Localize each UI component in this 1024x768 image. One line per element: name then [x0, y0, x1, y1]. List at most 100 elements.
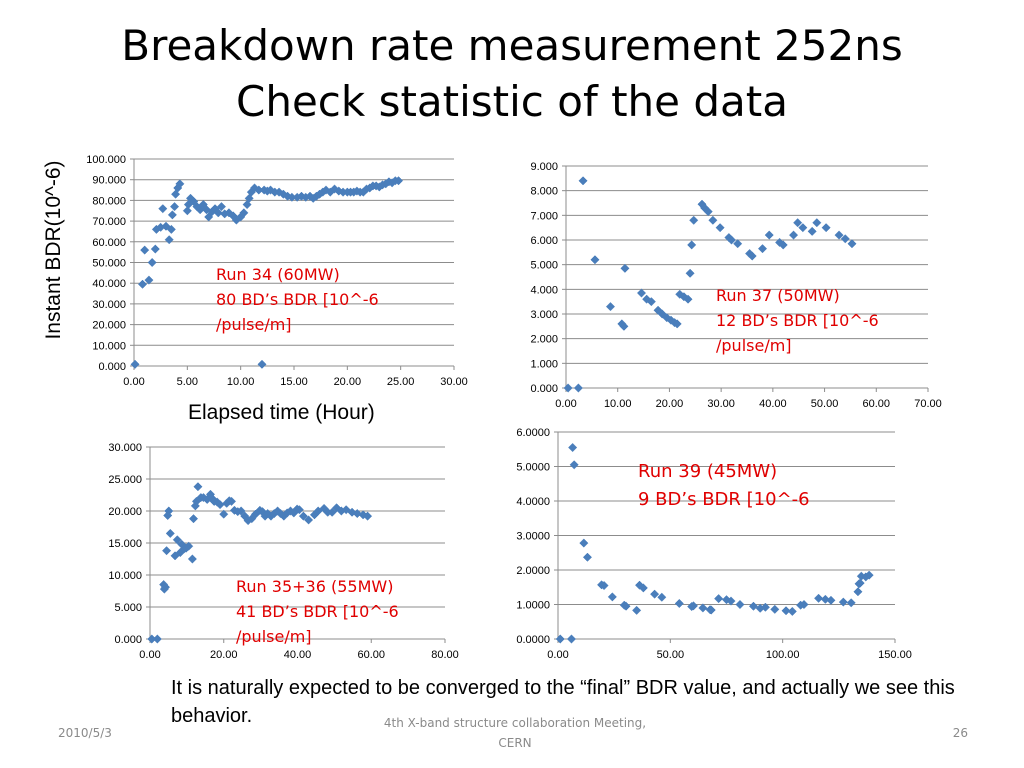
chart1-x-tick-label: 15.00 — [280, 376, 308, 388]
y-axis-label: Instant BDR(10^-6) — [42, 160, 65, 340]
chart4-data-point — [760, 602, 770, 612]
chart2-data-point — [703, 207, 713, 217]
chart3-data-point — [187, 554, 197, 564]
chart4-data-point — [799, 599, 809, 610]
chart1-data-point — [175, 179, 185, 189]
chart1-data-point — [257, 359, 267, 369]
chart3-y-tick-label: 20.000 — [108, 506, 142, 518]
chart2-data-point — [793, 218, 803, 228]
x-axis-label: Elapsed time (Hour) — [188, 401, 375, 424]
slide-title: Breakdown rate measurement 252ns Check s… — [0, 18, 1024, 130]
chart3-data-point — [184, 541, 194, 551]
chart3-data-point — [164, 506, 174, 516]
chart2-data-point — [619, 321, 629, 331]
chart4-data-point — [555, 634, 565, 644]
chart2-data-point — [764, 230, 774, 240]
chart2-data-point — [636, 288, 647, 298]
chart1-data-point — [239, 208, 249, 218]
chart2-data-point — [775, 237, 785, 248]
chart4-data-point — [820, 594, 830, 604]
chart2-x-tick-label: 70.00 — [914, 398, 942, 410]
annotation-run3536-line3: /pulse/m] — [236, 627, 312, 646]
chart2-y-tick-label: 4.000 — [530, 284, 558, 296]
chart1-data-point — [216, 202, 227, 212]
chart4-data-point — [814, 593, 824, 603]
chart1-y-tick-label: 70.000 — [92, 216, 126, 228]
chart2-data-point — [685, 268, 695, 278]
chart2-data-point — [563, 383, 573, 393]
chart1-x-tick-label: 10.00 — [227, 376, 255, 388]
chart2-data-point — [715, 223, 725, 233]
chart2-data-point — [747, 251, 757, 261]
annotation-run3536-line2: 41 BD’s BDR [10^-6 — [236, 602, 399, 621]
chart4-x-tick-label: 150.00 — [878, 649, 912, 661]
chart1-data-point — [169, 202, 180, 212]
chart3-data-point — [363, 511, 373, 521]
chart4-y-tick-label: 1.0000 — [516, 600, 550, 612]
chart2-data-point — [726, 235, 737, 245]
chart4-data-point — [657, 592, 667, 602]
annotation-run39-line1: Run 39 (45MW) — [638, 461, 778, 482]
chart1-x-tick-label: 20.00 — [334, 376, 362, 388]
chart4-data-point — [638, 583, 648, 593]
chart4-data-point — [838, 597, 848, 607]
annotation-run37-line2: 12 BD’s BDR [10^-6 — [716, 311, 879, 330]
chart1-y-tick-label: 30.000 — [92, 299, 126, 311]
chart1-x-tick-label: 30.00 — [440, 376, 468, 388]
chart2-data-point — [798, 223, 808, 233]
chart4-data-point — [621, 601, 631, 611]
chart1-data-point — [164, 235, 174, 245]
chart2-data-point — [683, 294, 693, 304]
chart3-data-point — [327, 507, 337, 517]
chart3-y-tick-label: 15.000 — [108, 538, 142, 550]
chart2-data-point — [807, 226, 817, 236]
chart4-data-point — [650, 589, 660, 599]
chart3-data-point — [160, 582, 171, 592]
chart4-data-point — [582, 552, 592, 562]
annotation-run3536-line1: Run 35+36 (55MW) — [236, 577, 394, 596]
chart4-data-point — [726, 596, 736, 606]
chart3-data-point — [226, 496, 237, 506]
chart3-y-tick-label: 25.000 — [108, 474, 142, 486]
chart1-data-point — [147, 257, 157, 268]
annotation-run39-line2: 9 BD’s BDR [10^-6 — [638, 489, 810, 510]
chart2-data-point — [788, 230, 799, 240]
chart4-data-point — [864, 570, 874, 580]
chart1-y-tick-label: 20.000 — [92, 320, 126, 332]
annotation-run37: Run 37 (50MW) 12 BD’s BDR [10^-6 /pulse/… — [716, 283, 879, 358]
chart4-data-point — [748, 601, 759, 611]
chart4-data-point — [568, 442, 578, 453]
chart3-data-point — [236, 506, 246, 516]
chart3-data-point — [193, 482, 203, 492]
chart2-x-tick-label: 30.00 — [707, 398, 735, 410]
chart2-data-point — [573, 383, 583, 393]
chart4-data-point — [735, 599, 745, 610]
chart3-x-tick-label: 80.00 — [431, 649, 459, 661]
annotation-run3536: Run 35+36 (55MW) 41 BD’s BDR [10^-6 /pul… — [236, 574, 399, 649]
chart4-x-tick-label: 100.00 — [766, 649, 800, 661]
chart3-data-point — [162, 546, 172, 556]
chart4-data-point — [846, 598, 856, 608]
chart2-data-point — [687, 240, 697, 250]
chart1-y-tick-label: 60.000 — [92, 237, 126, 249]
chart2-x-tick-label: 50.00 — [811, 398, 839, 410]
chart1-y-tick-label: 10.000 — [92, 340, 126, 352]
chart1-data-point — [213, 208, 223, 218]
chart3-data-point — [304, 515, 314, 525]
chart4-data-point — [826, 595, 836, 605]
chart2-data-point — [812, 218, 822, 228]
chart2-data-point — [847, 239, 857, 249]
chart2-y-tick-label: 3.000 — [530, 309, 558, 321]
chart2-data-point — [821, 223, 831, 233]
chart2-y-tick-label: 2.000 — [530, 334, 558, 346]
chart2-data-point — [708, 215, 718, 225]
chart3-data-point — [172, 535, 182, 545]
chart1-data-point — [137, 279, 148, 289]
chart2-x-tick-label: 0.00 — [555, 398, 576, 410]
chart1-x-tick-label: 0.00 — [123, 376, 144, 388]
chart1-y-tick-label: 40.000 — [92, 278, 126, 290]
chart3-x-tick-label: 60.00 — [357, 649, 385, 661]
chart4-x-tick-label: 0.00 — [547, 649, 568, 661]
chart1-data-point — [140, 245, 150, 255]
chart2-data-point — [590, 255, 600, 265]
